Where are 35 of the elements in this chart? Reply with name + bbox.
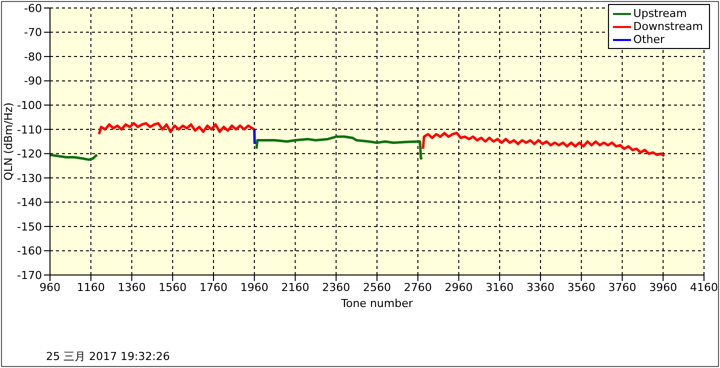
y-tick-label: -160 xyxy=(17,244,42,258)
x-tick-label: 1760 xyxy=(200,280,228,294)
x-tick-label: 2360 xyxy=(322,280,350,294)
y-tick-label: -170 xyxy=(17,268,42,282)
x-tick-label: 2560 xyxy=(363,280,391,294)
x-tick-label: 4160 xyxy=(690,280,718,294)
x-tick-label: 2160 xyxy=(281,280,310,294)
legend-label: Other xyxy=(633,33,665,46)
x-tick-label: 1160 xyxy=(76,280,105,294)
y-tick-label: -140 xyxy=(17,196,42,210)
y-axis-title: QLN (dBm/Hz) xyxy=(2,102,15,181)
legend-label: Downstream xyxy=(633,20,703,33)
x-axis-title: Tone number xyxy=(340,297,414,310)
y-tick-label: -60 xyxy=(24,2,42,15)
y-tick-label: -110 xyxy=(17,123,42,136)
x-tick-label: 3760 xyxy=(608,280,636,294)
x-tick-label: 1560 xyxy=(158,280,187,294)
legend-label: Upstream xyxy=(633,7,687,20)
y-tick-label: -130 xyxy=(17,172,42,185)
x-tick-label: 1360 xyxy=(118,280,146,294)
x-tick-label: 1960 xyxy=(240,280,268,294)
x-tick-label: 2960 xyxy=(444,280,473,294)
x-tick-label: 2760 xyxy=(404,280,432,294)
x-tick-label: 3560 xyxy=(567,280,596,294)
x-tick-label: 3960 xyxy=(649,280,678,294)
x-tick-label: 960 xyxy=(40,280,60,294)
text: 25 三月 2017 19:32:26 xyxy=(46,349,170,364)
x-tick-label: 3360 xyxy=(526,280,554,294)
x-tick-label: 3160 xyxy=(486,280,514,294)
y-tick-label: -80 xyxy=(24,50,42,64)
y-tick-label: -90 xyxy=(24,74,42,88)
y-tick-label: -150 xyxy=(17,220,42,234)
y-tick-label: -120 xyxy=(17,148,42,161)
y-tick-label: -100 xyxy=(17,98,42,112)
y-tick-label: -70 xyxy=(24,26,42,40)
